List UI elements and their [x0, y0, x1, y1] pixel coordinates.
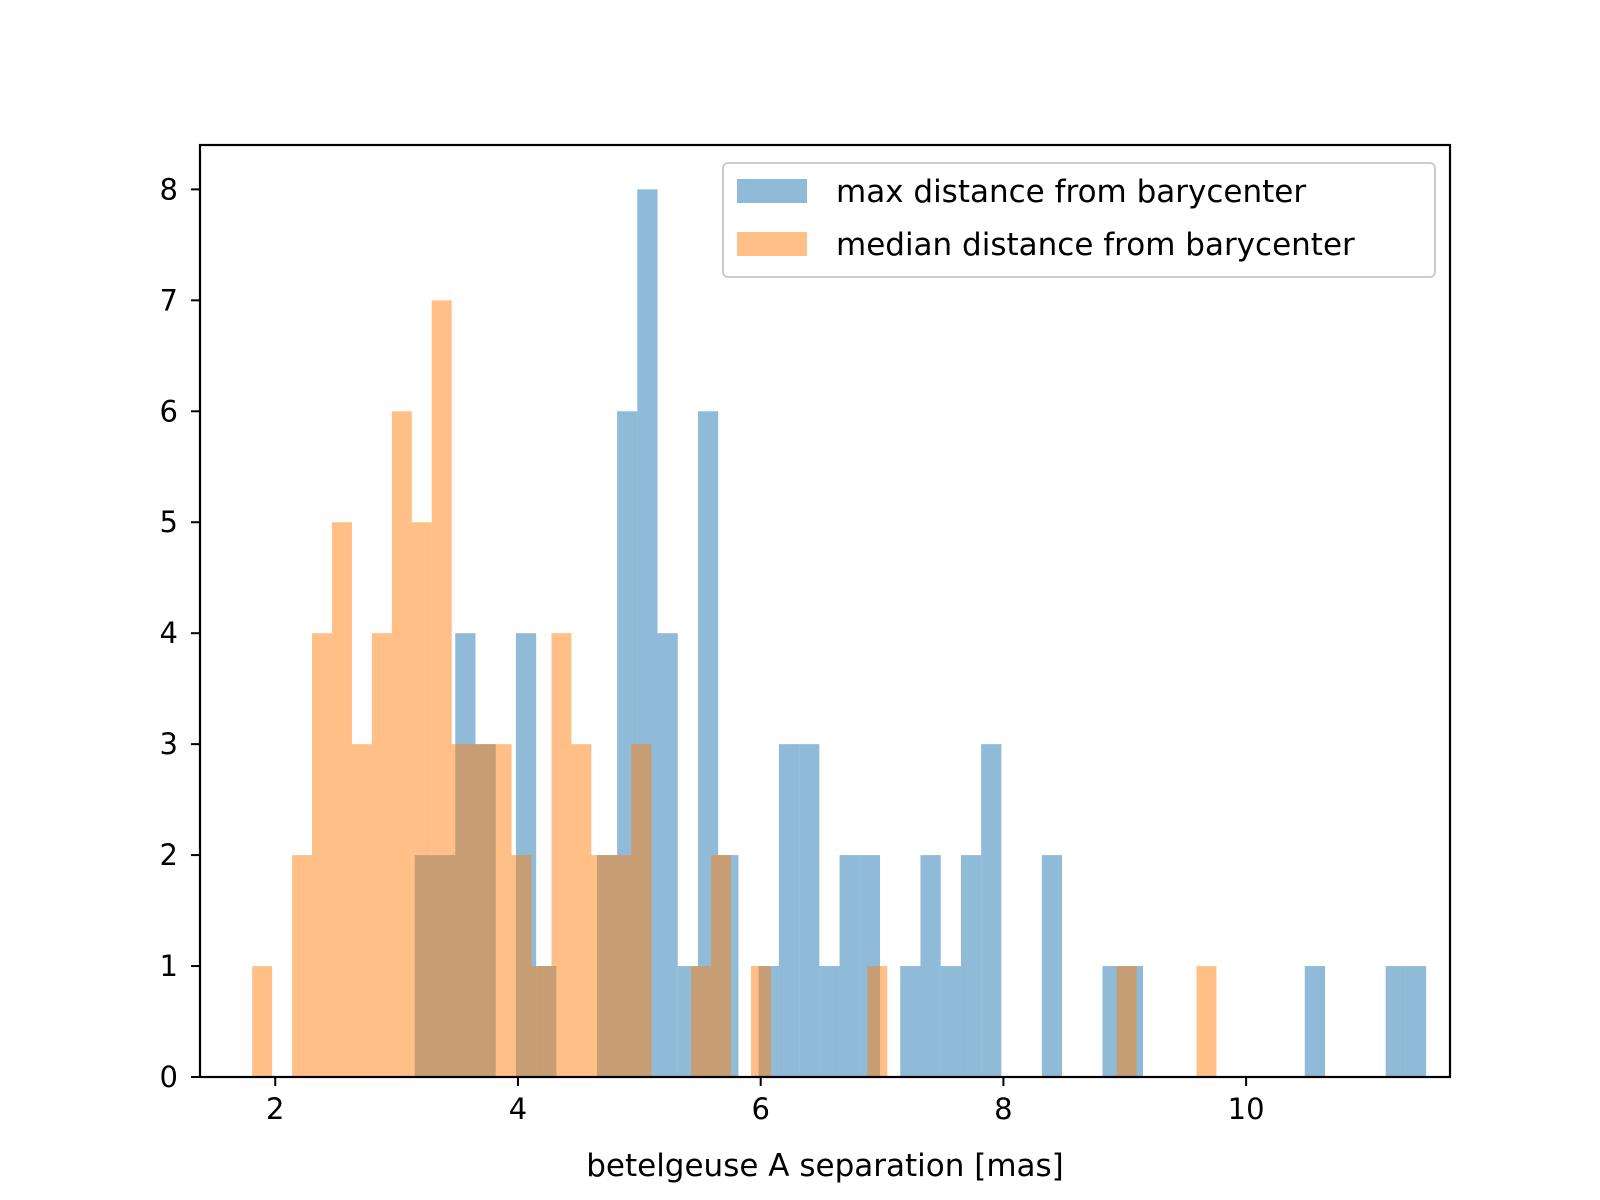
histogram-bar: [819, 966, 840, 1077]
y-tick-label: 2: [160, 838, 178, 872]
histogram-bar: [1385, 966, 1406, 1077]
histogram-bar: [611, 855, 632, 1077]
histogram-bar: [839, 855, 860, 1077]
histogram-bar: [451, 744, 472, 1077]
histogram-bar: [571, 744, 592, 1077]
histogram-bar: [920, 855, 941, 1077]
y-tick-label: 4: [160, 616, 178, 650]
histogram-bar: [981, 744, 1002, 1077]
histogram-bar: [391, 411, 412, 1077]
x-tick-label: 8: [994, 1092, 1012, 1126]
histogram-bar: [531, 966, 552, 1077]
x-tick-label: 4: [509, 1092, 527, 1126]
histogram-bar: [591, 855, 612, 1077]
y-tick-label: 1: [160, 949, 178, 983]
legend-swatch-max: [737, 179, 807, 203]
y-tick-label: 3: [160, 727, 178, 761]
histogram-bar: [960, 855, 982, 1077]
histogram-bar: [1116, 966, 1137, 1077]
histogram-bar: [511, 855, 532, 1077]
histogram-bar: [940, 966, 961, 1077]
histogram-bars: [252, 189, 1427, 1078]
x-tick-label: 6: [751, 1092, 769, 1126]
y-tick-label: 0: [160, 1060, 178, 1094]
histogram-bar: [331, 522, 352, 1077]
histogram-bar: [691, 966, 712, 1077]
legend-swatch-median: [737, 232, 807, 256]
y-tick-label: 6: [160, 394, 178, 428]
histogram-bar: [631, 744, 652, 1077]
histogram-bar: [471, 744, 492, 1077]
histogram-bar: [711, 855, 732, 1077]
axis-ticks: 2 4 6 8 10 0 1 2 3 4 5 6 7 8: [160, 172, 1265, 1126]
x-tick-label: 10: [1228, 1092, 1265, 1126]
histogram-bar: [551, 633, 572, 1077]
histogram-bar: [1196, 966, 1217, 1077]
histogram-bar: [867, 966, 888, 1077]
x-tick-label: 2: [266, 1092, 284, 1126]
legend-label-max: max distance from barycenter: [836, 174, 1306, 210]
histogram-bar: [491, 744, 512, 1077]
y-tick-label: 8: [160, 172, 178, 206]
y-tick-label: 7: [160, 283, 178, 317]
y-tick-label: 5: [160, 505, 178, 539]
histogram-bar: [778, 744, 800, 1077]
histogram-bar: [411, 522, 432, 1077]
histogram-bar: [1041, 855, 1063, 1077]
x-axis-label: betelgeuse A separation [mas]: [586, 1148, 1064, 1184]
histogram-bar: [351, 744, 372, 1077]
histogram-bar: [657, 633, 678, 1077]
histogram-bar: [371, 633, 392, 1077]
series-1-bars: [252, 300, 1217, 1078]
legend-label-median: median distance from barycenter: [836, 227, 1355, 263]
histogram-bar: [252, 966, 273, 1077]
histogram-bar: [750, 966, 771, 1077]
histogram-bar: [1405, 966, 1427, 1077]
plot-frame: [198, 143, 1452, 1079]
histogram-bar: [1304, 966, 1325, 1077]
legend: max distance from barycenter median dist…: [722, 162, 1436, 278]
histogram-bar: [292, 855, 313, 1077]
histogram-bar: [799, 744, 820, 1077]
legend-box: [722, 162, 1436, 278]
histogram-bar: [900, 966, 921, 1077]
histogram-bar: [431, 300, 452, 1078]
histogram-bar: [312, 633, 332, 1077]
